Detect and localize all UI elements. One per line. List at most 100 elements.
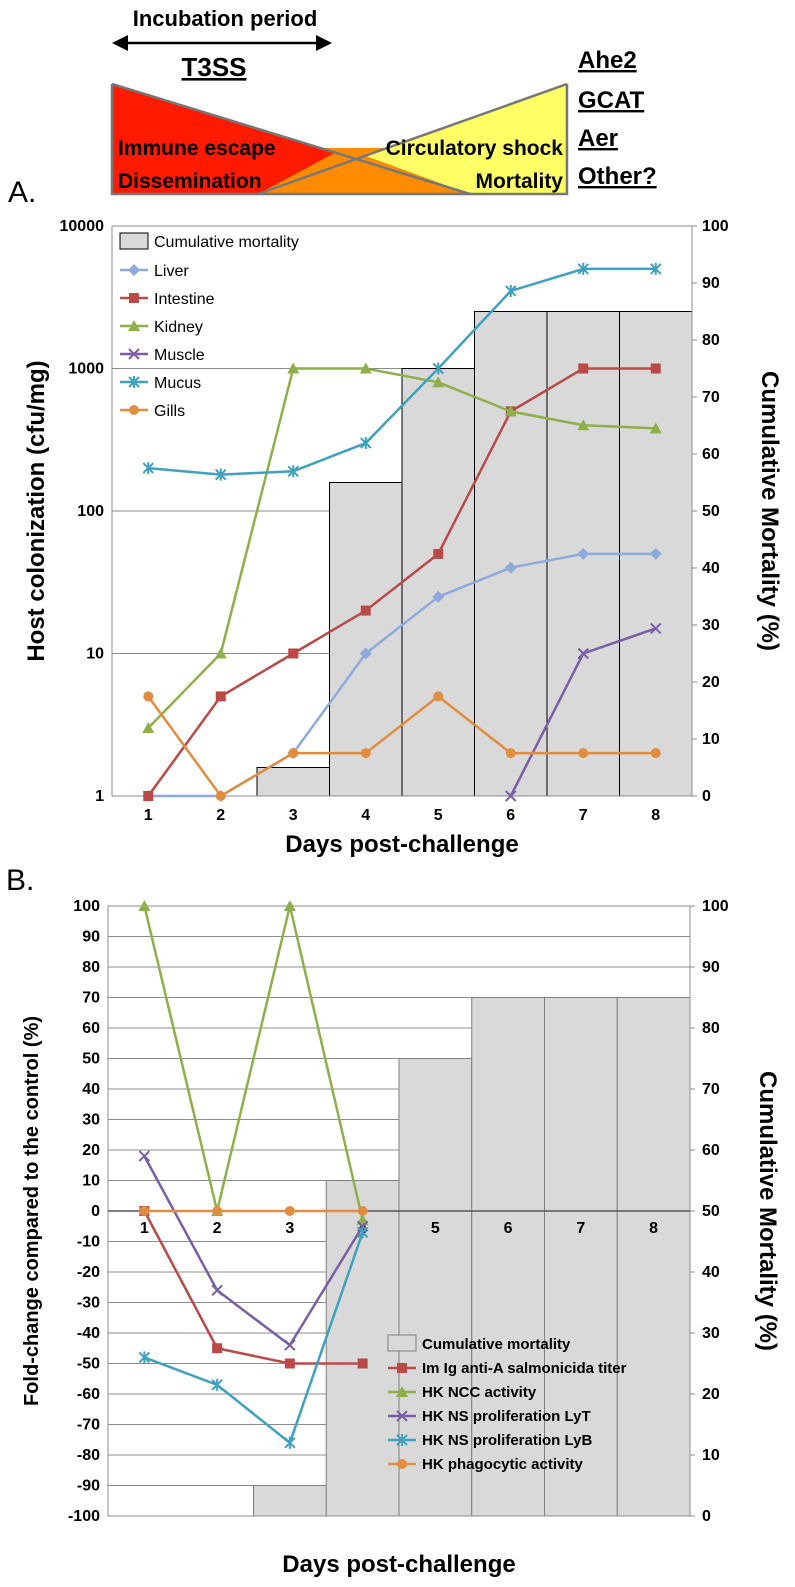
data-point-mucus xyxy=(211,1378,223,1391)
legend-label: Liver xyxy=(154,263,189,280)
mortality-bar xyxy=(544,997,618,1517)
y2-tick-label: 70 xyxy=(702,389,720,406)
data-point-muscle xyxy=(577,647,589,660)
legend-marker xyxy=(128,348,140,360)
mortality-bar xyxy=(256,767,330,797)
dissemination-label: Dissemination xyxy=(118,170,262,193)
legend-label: Cumulative mortality xyxy=(154,234,299,251)
data-point-liver xyxy=(359,647,372,660)
data-point-muscle xyxy=(650,622,662,635)
data-point-gills xyxy=(650,748,661,759)
data-point-mucus xyxy=(142,462,154,475)
y-tick-label: 10 xyxy=(86,646,104,663)
y2-tick-label: 30 xyxy=(702,617,720,634)
y2-tick-label: 20 xyxy=(702,1386,720,1403)
panel-label-a: A. xyxy=(8,176,36,209)
chart-a: A. 1 10 100 1000 10000 0 10 20 30 40 50 60 70 80 90 100 1… xyxy=(8,176,783,858)
y-tick-label: -50 xyxy=(77,1356,100,1373)
y-tick-label: -40 xyxy=(77,1325,100,1342)
data-point-kidney xyxy=(504,405,517,417)
chart-b: B.1009080706050403020100-10-20-30-40-50-… xyxy=(6,864,781,1578)
series-line-kidney xyxy=(143,905,364,1221)
data-point-muscle xyxy=(505,790,517,802)
x-tick-label: 7 xyxy=(576,1220,585,1237)
y-tick-label: -100 xyxy=(68,1508,100,1525)
data-point-intestine xyxy=(578,363,589,374)
y-tick-label: -90 xyxy=(77,1478,100,1495)
incubation-label: Incubation period xyxy=(133,6,318,31)
data-point-mucus xyxy=(138,1351,151,1364)
y-tick-label: 10000 xyxy=(60,218,105,235)
y2-axis-title: Cumulative Mortality (%) xyxy=(756,371,783,651)
y-tick-label: 80 xyxy=(82,959,100,976)
immune-escape-label: Immune escape xyxy=(118,137,276,160)
y2-tick-label: 90 xyxy=(702,275,720,292)
data-point-liver xyxy=(432,590,445,603)
data-point-intestine xyxy=(143,791,154,801)
legend-marker xyxy=(128,320,140,331)
y2-axis-title: Cumulative Mortality (%) xyxy=(754,1071,781,1351)
y-tick-label: 30 xyxy=(82,1112,100,1129)
x-tick-label: 8 xyxy=(651,807,660,824)
mortality-label: Mortality xyxy=(475,170,563,193)
y2-tick-label: 50 xyxy=(702,1203,720,1220)
data-point-mucus xyxy=(215,468,227,481)
data-point-mucus xyxy=(360,437,372,450)
x-tick-label: 8 xyxy=(649,1220,658,1237)
legend-marker xyxy=(397,1363,407,1373)
legend-label: HK NS proliferation LyT xyxy=(422,1408,591,1425)
mortality-bar xyxy=(474,311,548,797)
data-point-muscle xyxy=(211,1284,223,1297)
factor-ahe2: Ahe2 xyxy=(578,47,637,74)
series-line-intestine xyxy=(147,367,656,797)
legend-marker xyxy=(396,1386,408,1397)
panel-label-b: B. xyxy=(6,864,34,897)
data-point-kidney xyxy=(283,900,296,911)
legend-swatch-bars xyxy=(119,232,149,250)
legend-marker xyxy=(397,1459,407,1469)
legend-label: Muscle xyxy=(154,347,205,364)
mortality-bar xyxy=(253,1485,327,1517)
data-point-gills xyxy=(288,748,299,759)
y-tick-label: 70 xyxy=(82,990,100,1007)
y2-tick-label: 80 xyxy=(702,332,720,349)
data-point-mucus xyxy=(432,362,444,375)
x-tick-label: 6 xyxy=(506,807,515,824)
x-tick-label: 1 xyxy=(144,807,153,824)
data-point-muscle xyxy=(284,1339,296,1351)
data-point-liver xyxy=(504,561,517,574)
data-point-kidney xyxy=(577,419,590,431)
data-point-intestine xyxy=(650,363,661,374)
y-tick-label: 1 xyxy=(95,788,104,805)
overlap-region xyxy=(258,148,470,194)
mortality-bar xyxy=(329,482,403,797)
circulatory-shock-label: Circulatory shock xyxy=(386,137,564,160)
x-tick-label: 7 xyxy=(579,807,588,824)
y-tick-label: -70 xyxy=(77,1417,100,1434)
data-point-kidney xyxy=(287,362,300,374)
y2-tick-label: 20 xyxy=(702,674,720,691)
y-tick-label: -20 xyxy=(77,1264,100,1281)
data-point-mucus xyxy=(650,262,662,275)
y-axis-title: Host colonization (cfu/mg) xyxy=(23,360,50,661)
data-point-intestine xyxy=(215,691,226,702)
x-tick-label: 2 xyxy=(213,1220,222,1237)
x-tick-label: 1 xyxy=(140,1220,149,1237)
data-point-gills xyxy=(284,1206,295,1216)
legend-label: Gills xyxy=(154,403,185,420)
legend-label: Intestine xyxy=(154,291,215,308)
data-point-gills xyxy=(139,1206,150,1216)
y2-tick-label: 10 xyxy=(702,1447,720,1464)
data-point-mucus xyxy=(505,284,517,297)
data-point-mucus xyxy=(284,1436,296,1449)
legend-label: Mucus xyxy=(154,375,201,392)
y-tick-label: 100 xyxy=(77,503,104,520)
data-point-gills xyxy=(212,1206,223,1216)
legend-swatch-bars xyxy=(387,1334,417,1352)
y-tick-label: 20 xyxy=(82,1142,100,1159)
incubation-arrow xyxy=(112,35,332,51)
data-point-intestine xyxy=(360,605,371,616)
y-tick-label: 10 xyxy=(82,1173,100,1190)
x-tick-label: 4 xyxy=(361,807,370,824)
legend-marker xyxy=(128,264,140,276)
